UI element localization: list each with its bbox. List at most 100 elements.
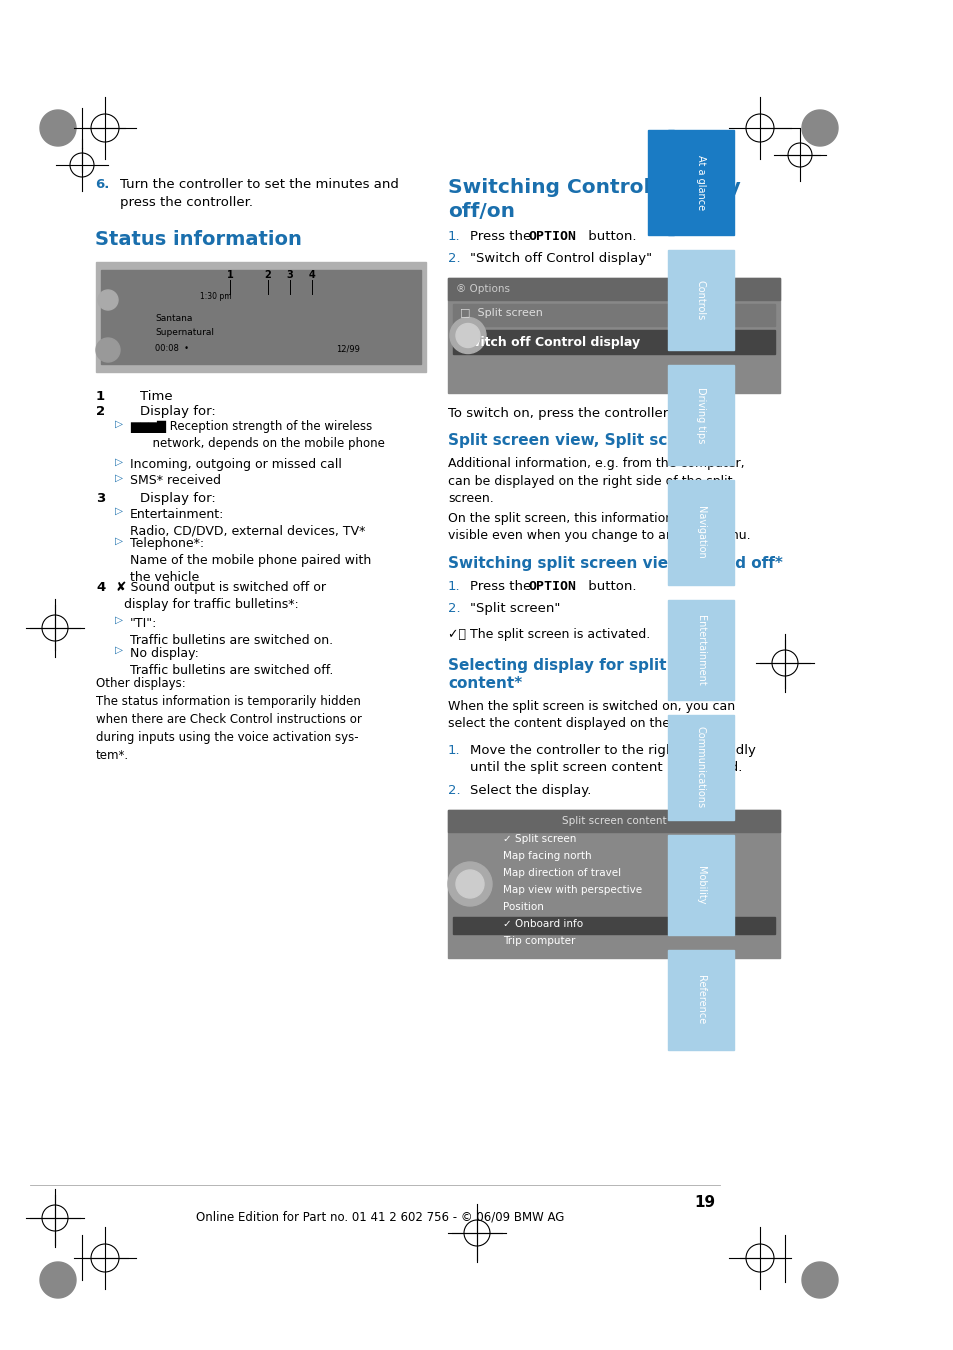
Text: Supernatural: Supernatural xyxy=(154,328,213,338)
Text: 4: 4 xyxy=(309,270,315,279)
Text: "Switch off Control display": "Switch off Control display" xyxy=(470,252,652,265)
Text: Telephone*:
Name of the mobile phone paired with
the vehicle: Telephone*: Name of the mobile phone pai… xyxy=(130,537,371,585)
Text: Display for:: Display for: xyxy=(140,405,215,418)
Text: ▷: ▷ xyxy=(115,536,123,545)
Bar xyxy=(453,304,774,325)
Circle shape xyxy=(448,863,492,906)
Text: 2.: 2. xyxy=(448,252,460,265)
Bar xyxy=(667,599,733,701)
Text: □  Split screen: □ Split screen xyxy=(459,308,542,319)
Circle shape xyxy=(96,338,120,362)
Text: ✓ Split screen: ✓ Split screen xyxy=(502,834,576,844)
Text: Mobility: Mobility xyxy=(696,865,705,904)
Text: Position: Position xyxy=(502,902,543,913)
Text: Reference: Reference xyxy=(696,975,705,1025)
Bar xyxy=(667,250,733,350)
Bar xyxy=(667,836,733,936)
Text: Move the controller to the right repeatedly
until the split screen content is se: Move the controller to the right repeate… xyxy=(470,744,755,774)
Bar xyxy=(667,364,733,464)
Bar xyxy=(448,810,780,958)
Text: Driving tips: Driving tips xyxy=(696,387,705,443)
Text: ✘ Sound output is switched off or
  display for traffic bulletins*:: ✘ Sound output is switched off or displa… xyxy=(116,582,326,612)
Polygon shape xyxy=(40,1262,76,1297)
Text: 2: 2 xyxy=(264,270,271,279)
Bar xyxy=(448,278,780,300)
Text: Incoming, outgoing or missed call: Incoming, outgoing or missed call xyxy=(130,459,341,471)
Text: "TI":
Traffic bulletins are switched on.: "TI": Traffic bulletins are switched on. xyxy=(130,617,333,647)
Text: ▇▇▇█ Reception strength of the wireless
      network, depends on the mobile pho: ▇▇▇█ Reception strength of the wireless … xyxy=(130,420,384,451)
Text: Additional information, e.g. from the computer,
can be displayed on the right si: Additional information, e.g. from the co… xyxy=(448,458,744,505)
Text: Press the: Press the xyxy=(470,580,535,593)
Polygon shape xyxy=(40,109,76,146)
Circle shape xyxy=(98,290,118,310)
Circle shape xyxy=(450,317,485,354)
Text: When the split screen is switched on, you can
select the content displayed on th: When the split screen is switched on, yo… xyxy=(448,701,735,730)
Text: Santana: Santana xyxy=(154,315,193,323)
Text: 2: 2 xyxy=(96,405,105,418)
Text: 3: 3 xyxy=(96,493,105,505)
Text: Press the: Press the xyxy=(470,230,535,243)
Text: ✓ Onboard info: ✓ Onboard info xyxy=(502,919,582,929)
Text: SMS* received: SMS* received xyxy=(130,474,221,487)
Text: Selecting display for split screen: Selecting display for split screen xyxy=(448,657,728,674)
Text: ▷: ▷ xyxy=(115,505,123,516)
Text: 6.: 6. xyxy=(95,178,110,190)
Text: ▷: ▷ xyxy=(115,472,123,482)
Text: At a glance: At a glance xyxy=(696,155,705,211)
Text: Select the display.: Select the display. xyxy=(470,784,591,796)
Text: 12/99: 12/99 xyxy=(335,344,359,352)
Text: On the split screen, this information remains
visible even when you change to an: On the split screen, this information re… xyxy=(448,512,750,543)
Text: 00:08  •: 00:08 • xyxy=(154,344,189,352)
Text: Entertainment: Entertainment xyxy=(696,614,705,686)
Bar xyxy=(647,130,673,235)
Text: 1: 1 xyxy=(96,390,105,404)
Bar xyxy=(453,329,774,354)
Text: To switch on, press the controller.: To switch on, press the controller. xyxy=(448,406,670,420)
Text: Time: Time xyxy=(140,390,172,404)
Text: Communications: Communications xyxy=(696,726,705,809)
Text: Status information: Status information xyxy=(95,230,301,248)
Text: 19: 19 xyxy=(693,1195,714,1210)
Polygon shape xyxy=(801,1262,837,1297)
Text: Split screen content: Split screen content xyxy=(561,815,665,826)
Text: Display for:: Display for: xyxy=(140,493,215,505)
Text: Controls: Controls xyxy=(696,279,705,320)
Text: 1.: 1. xyxy=(448,230,460,243)
Text: button.: button. xyxy=(583,580,636,593)
Text: Map view with perspective: Map view with perspective xyxy=(502,886,641,895)
Text: Switching split screen view on and off*: Switching split screen view on and off* xyxy=(448,556,782,571)
Text: 1.: 1. xyxy=(448,580,460,593)
Text: Entertainment:
Radio, CD/DVD, external devices, TV*: Entertainment: Radio, CD/DVD, external d… xyxy=(130,508,365,537)
Bar xyxy=(453,917,774,934)
Text: button.: button. xyxy=(583,230,636,243)
Bar xyxy=(667,716,733,819)
Text: Other displays:
The status information is temporarily hidden
when there are Chec: Other displays: The status information i… xyxy=(96,678,361,761)
Bar xyxy=(448,278,780,393)
Text: 1:30 pm: 1:30 pm xyxy=(200,292,232,301)
Polygon shape xyxy=(801,109,837,146)
Text: No display:
Traffic bulletins are switched off.: No display: Traffic bulletins are switch… xyxy=(130,647,333,678)
Text: Turn the controller to set the minutes and
press the controller.: Turn the controller to set the minutes a… xyxy=(120,178,398,209)
Text: OPTION: OPTION xyxy=(527,580,576,593)
Bar xyxy=(96,262,426,373)
Text: OPTION: OPTION xyxy=(527,230,576,243)
Text: Online Edition for Part no. 01 41 2 602 756 - © 06/09 BMW AG: Online Edition for Part no. 01 41 2 602 … xyxy=(195,1210,563,1223)
Circle shape xyxy=(456,869,483,898)
Text: Map facing north: Map facing north xyxy=(502,850,591,861)
Text: Trip computer: Trip computer xyxy=(502,936,575,946)
Text: ▷: ▷ xyxy=(115,418,123,428)
Text: Map direction of travel: Map direction of travel xyxy=(502,868,620,878)
Text: 2.: 2. xyxy=(448,602,460,616)
Text: Switching Control Display: Switching Control Display xyxy=(448,178,740,197)
Text: 1: 1 xyxy=(227,270,233,279)
Bar xyxy=(448,810,780,832)
Text: content*: content* xyxy=(448,676,521,691)
Bar xyxy=(101,270,420,364)
Text: ▷: ▷ xyxy=(115,456,123,466)
Bar xyxy=(667,130,733,235)
Text: 2.: 2. xyxy=(448,784,460,796)
Text: Split screen view, Split screen*: Split screen view, Split screen* xyxy=(448,433,714,448)
Text: ▷: ▷ xyxy=(115,616,123,625)
Text: Navigation: Navigation xyxy=(696,506,705,559)
Text: off/on: off/on xyxy=(448,202,515,221)
